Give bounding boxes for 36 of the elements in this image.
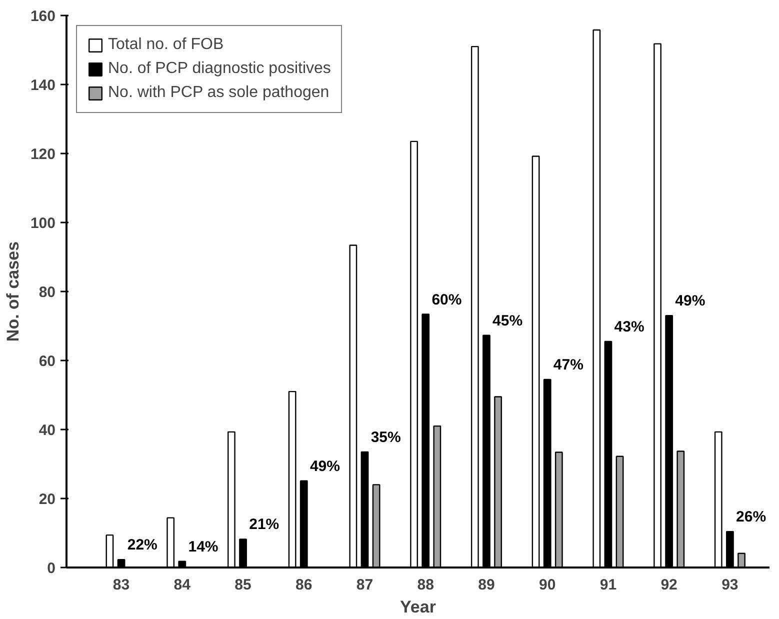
x-tick-label: 90	[539, 576, 556, 594]
annotation: 22%	[127, 536, 158, 554]
legend-label: No. of PCP diagnostic positives	[108, 60, 331, 78]
y-tick-label: 20	[38, 491, 56, 508]
y-tick-label: 80	[38, 284, 56, 301]
annotation: 60%	[432, 291, 462, 308]
x-tick-label: 84	[174, 576, 192, 594]
x-tick-label: 92	[660, 576, 678, 594]
y-tick-label: 40	[38, 422, 56, 439]
y-tick-label: 0	[47, 560, 56, 577]
x-tick-label: 91	[600, 576, 617, 594]
annotation: 14%	[188, 538, 218, 556]
x-tick-label: 93	[722, 576, 738, 594]
y-tick-label: 60	[38, 353, 56, 370]
x-axis-title: Year	[400, 598, 436, 616]
annotation: 43%	[614, 318, 644, 336]
x-tick-label: 89	[478, 576, 495, 594]
y-axis-title: No. of cases	[3, 241, 22, 342]
annotation: 35%	[370, 428, 401, 446]
annotation: 45%	[492, 312, 523, 330]
x-tick-label: 83	[112, 576, 130, 594]
y-tick-label: 160	[30, 8, 56, 25]
legend-label: No. with PCP as sole pathogen	[108, 84, 330, 102]
annotation: 49%	[310, 458, 340, 475]
annotation: 49%	[675, 292, 706, 310]
annotation: 26%	[736, 508, 766, 526]
x-tick-label: 88	[417, 576, 434, 594]
x-tick-label: 86	[296, 576, 312, 594]
x-tick-label: 87	[356, 576, 374, 594]
x-tick-label: 85	[234, 576, 252, 594]
y-tick-label: 120	[30, 146, 56, 163]
legend-label: Total no. of FOB	[108, 36, 225, 54]
y-tick-label: 100	[30, 215, 56, 232]
annotation: 21%	[249, 516, 280, 534]
annotation: 47%	[553, 356, 584, 374]
y-tick-label: 140	[30, 77, 56, 94]
